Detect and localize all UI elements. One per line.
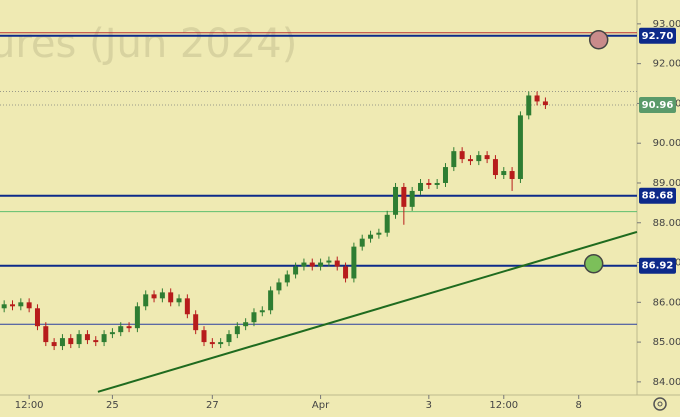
watermark: ures (Jun 2024) [0, 21, 297, 67]
candle-body [517, 115, 523, 180]
candle-body [459, 151, 465, 160]
candle-body [109, 332, 115, 335]
settings-gear[interactable] [653, 397, 667, 411]
candle-body [243, 322, 249, 327]
candle-body [384, 214, 390, 233]
candle-body [184, 298, 190, 315]
candle-body [76, 334, 82, 345]
candle-body [209, 342, 215, 345]
price-label: 86.92 [642, 261, 674, 272]
price-label: 88.68 [642, 191, 674, 202]
y-tick-label: 92.00 [653, 59, 680, 70]
price-label-box [639, 257, 676, 274]
candle-body [284, 274, 290, 283]
candle-body [134, 306, 140, 329]
candle-body [118, 326, 124, 333]
candle-body [9, 304, 15, 307]
price-label: 92.70 [642, 31, 674, 42]
y-tick-label: 93.00 [653, 19, 680, 30]
candle-body [68, 338, 74, 345]
candle-body [43, 326, 49, 343]
candle-body [93, 340, 99, 343]
trend-line [97, 230, 638, 393]
x-tick-label: 12:00 [489, 400, 518, 411]
candle-body [193, 314, 199, 331]
candle-body [409, 190, 415, 207]
candle-body [26, 302, 32, 309]
candle-body [542, 101, 548, 106]
candle-body [293, 266, 299, 275]
candle-body [218, 342, 224, 345]
candle-body [351, 246, 357, 279]
candle-body [51, 342, 57, 347]
candle-body [393, 186, 399, 215]
candle-body [34, 308, 40, 327]
candle-body [334, 260, 340, 267]
settings-gear-hole [657, 401, 663, 407]
y-tick-label: 86.00 [653, 297, 680, 308]
candle-body [418, 182, 424, 191]
candle-body [201, 330, 207, 343]
candle-body [426, 182, 432, 185]
price-label-box [639, 97, 676, 114]
target-marker [583, 253, 604, 274]
candle-body [359, 238, 365, 247]
price-label: 90.96 [642, 100, 674, 111]
candle-body [18, 302, 24, 307]
candle-body [59, 338, 65, 347]
y-tick-label: 85.00 [653, 337, 680, 348]
candle-body [401, 186, 407, 207]
candle-body [442, 167, 448, 183]
candle-body [126, 326, 132, 329]
price-label-box [639, 187, 676, 204]
candle-body [143, 294, 149, 307]
candle-body [509, 171, 515, 180]
candle-body [159, 292, 165, 299]
candle-body [1, 304, 7, 309]
price-label-box [639, 27, 676, 44]
candle-body [376, 232, 382, 235]
y-tick-label: 88.00 [653, 218, 680, 229]
candle-body [476, 155, 482, 162]
y-tick-label: 89.00 [653, 178, 680, 189]
candle-body [451, 151, 457, 168]
candle-body [492, 159, 498, 176]
target-marker [588, 30, 609, 50]
y-tick-label: 84.00 [653, 377, 680, 388]
candle-body [251, 312, 257, 323]
candle-body [84, 334, 90, 341]
candle-body [434, 182, 440, 185]
candle-body [259, 310, 265, 313]
candle-body [268, 290, 274, 311]
candle-body [326, 260, 332, 263]
candle-body [168, 292, 174, 303]
candle-body [526, 95, 532, 116]
candle-body [301, 262, 307, 267]
candle-body [234, 326, 240, 335]
y-tick-label: 90.00 [653, 138, 680, 149]
candle-body [276, 282, 282, 291]
candle-body [226, 334, 232, 343]
candle-body [534, 95, 540, 102]
x-tick-label: 25 [106, 400, 119, 411]
candle-body [101, 334, 107, 343]
candle-body [467, 159, 473, 162]
candle-body [151, 294, 157, 299]
candle-body [484, 155, 490, 160]
x-tick-label: 8 [576, 400, 582, 411]
x-tick-label: 12:00 [15, 400, 44, 411]
x-tick-label: Apr [312, 400, 330, 411]
x-tick-label: 3 [426, 400, 432, 411]
candle-body [343, 266, 349, 279]
candle-body [368, 234, 374, 239]
candle-body [318, 262, 324, 267]
candle-body [501, 171, 507, 176]
x-tick-label: 27 [206, 400, 219, 411]
settings-icon[interactable] [653, 397, 667, 411]
candle-body [176, 298, 182, 303]
candle-body [309, 262, 315, 267]
